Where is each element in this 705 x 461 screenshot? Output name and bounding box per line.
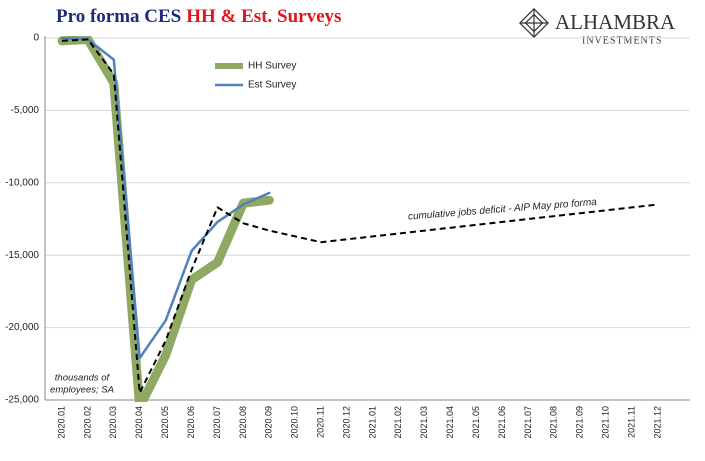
- x-tick-label: 2020.10: [290, 406, 300, 439]
- logo-icon: [519, 8, 549, 38]
- x-tick-label: 2021.04: [445, 406, 455, 439]
- series-annotation: cumulative jobs deficit - AIP May pro fo…: [408, 197, 598, 223]
- annotation: thousands of: [55, 373, 111, 384]
- x-tick-label: 2021.06: [497, 406, 507, 439]
- annotation: employees; SA: [50, 385, 114, 396]
- x-tick-label: 2021.01: [367, 406, 377, 439]
- x-tick-label: 2021.10: [601, 406, 611, 439]
- title-part: Pro forma CES: [56, 6, 181, 27]
- x-tick-label: 2020.11: [316, 406, 326, 438]
- series-line: [60, 36, 271, 360]
- x-tick-label: 2020.07: [212, 406, 222, 439]
- y-tick-label: -15,000: [5, 250, 39, 261]
- x-tick-label: 2020.05: [160, 406, 170, 439]
- x-tick-label: 2020.01: [56, 406, 66, 439]
- x-tick-label: 2020.12: [341, 406, 351, 439]
- logo-subtext: INVESTMENTS: [582, 35, 662, 46]
- y-tick-label: -5,000: [11, 105, 40, 116]
- x-tick-label: 2020.08: [238, 406, 248, 439]
- logo-text: ALHAMBRA: [555, 10, 676, 34]
- x-tick-label: 2021.09: [575, 406, 585, 439]
- x-tick-label: 2020.03: [108, 406, 118, 439]
- x-tick-label: 2020.09: [264, 406, 274, 439]
- x-tick-label: 2020.02: [82, 406, 92, 439]
- x-tick-label: 2021.03: [419, 406, 429, 439]
- x-tick-label: 2020.06: [186, 406, 196, 439]
- x-tick-label: 2020.04: [134, 406, 144, 439]
- x-tick-label: 2021.05: [471, 406, 481, 439]
- y-tick-label: 0: [33, 33, 39, 44]
- x-tick-label: 2021.08: [549, 406, 559, 439]
- legend-label: HH Survey: [248, 61, 296, 72]
- y-tick-label: -20,000: [5, 322, 39, 333]
- legend-label: Est Survey: [248, 80, 296, 91]
- x-tick-label: 2021.12: [652, 406, 662, 439]
- y-tick-label: -10,000: [5, 177, 39, 188]
- y-tick-label: -25,000: [5, 395, 39, 406]
- chart-title: Pro forma CES HH & Est. Surveys: [56, 6, 341, 27]
- x-tick-label: 2021.02: [393, 406, 403, 439]
- title-part: HH & Est. Surveys: [186, 6, 341, 27]
- x-tick-label: 2021.07: [523, 406, 533, 439]
- series-line: [57, 36, 274, 402]
- x-tick-label: 2021.11: [626, 406, 636, 438]
